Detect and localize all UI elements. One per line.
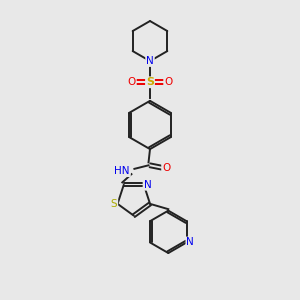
Text: O: O	[128, 77, 136, 87]
Text: S: S	[146, 77, 154, 87]
Text: S: S	[111, 199, 117, 209]
Text: N: N	[143, 180, 151, 190]
Text: HN: HN	[115, 166, 130, 176]
Text: O: O	[162, 163, 170, 173]
Text: N: N	[146, 56, 154, 66]
Text: O: O	[164, 77, 172, 87]
Text: N: N	[186, 237, 194, 248]
